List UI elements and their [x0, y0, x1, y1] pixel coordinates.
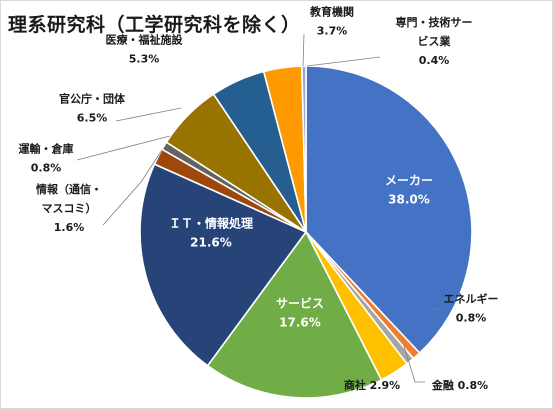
- pie-slice-6: [139, 163, 308, 367]
- slice-label-3: 金融 0.8%: [431, 378, 488, 392]
- pie-slice-5: [206, 230, 383, 399]
- slice-label-7: 情報（通信・マスコミ） 1.6%: [36, 182, 102, 234]
- slice-label-9: 官公庁・団体 6.5%: [59, 92, 126, 125]
- slice-label-6: ＩＴ・情報処理 21.6%: [169, 216, 253, 250]
- leader-line-2: [403, 345, 425, 383]
- slice-label-4: 商社 2.9%: [344, 378, 400, 392]
- slice-label-2: エネルギー 0.8%: [444, 292, 499, 325]
- slice-label-5: サービス 17.6%: [276, 296, 324, 330]
- leader-line-8: [115, 107, 182, 122]
- leader-line-6: [102, 149, 163, 226]
- leader-line-10: [302, 33, 305, 67]
- slice-label-8: 運輸・倉庫 0.8%: [19, 142, 74, 175]
- slice-label-10: 医療・福祉施設 5.3%: [106, 33, 184, 66]
- chart-title: 理系研究科（工学研究科を除く）: [8, 14, 301, 36]
- slice-label-12: 専門・技術サービス業 0.4%: [396, 15, 473, 67]
- slice-label-1: メーカー 38.0%: [385, 174, 433, 207]
- leader-line-11: [306, 56, 381, 67]
- pie-slice-1: [305, 65, 473, 355]
- pie-slice-12: [301, 65, 307, 233]
- slice-label-11: 教育機関 3.7%: [309, 5, 354, 38]
- leader-line-7: [76, 135, 171, 161]
